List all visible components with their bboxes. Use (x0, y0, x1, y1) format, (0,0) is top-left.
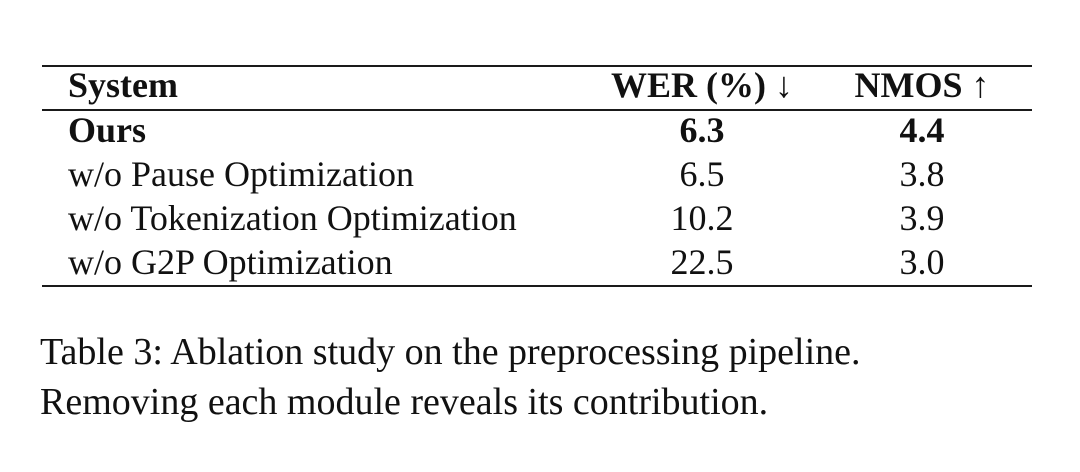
table-header-rule (42, 109, 1032, 111)
header-wer: WER (%) ↓ (611, 65, 793, 105)
header-nmos: NMOS ↑ (854, 65, 990, 105)
row-wer-value: 6.3 (679, 110, 725, 150)
table-row: w/o G2P Optimization 22.5 3.0 (42, 240, 1032, 284)
table-bottom-rule (42, 285, 1032, 287)
table-header-row: System WER (%) ↓ NMOS ↑ (42, 63, 1032, 107)
row-nmos-value: 3.0 (899, 242, 945, 282)
table-row: w/o Tokenization Optimization 10.2 3.9 (42, 196, 1032, 240)
row-wer-value: 22.5 (670, 242, 734, 282)
table-row-ours: Ours 6.3 4.4 (42, 108, 1032, 152)
row-nmos-value: 3.9 (899, 198, 945, 238)
row-system-label: w/o Pause Optimization (68, 154, 414, 194)
row-system-label: w/o Tokenization Optimization (68, 198, 517, 238)
table-top-rule (42, 65, 1032, 67)
row-nmos-value: 3.8 (899, 154, 945, 194)
header-system: System (68, 65, 178, 105)
row-system-label: w/o G2P Optimization (68, 242, 393, 282)
row-system-label: Ours (68, 110, 147, 150)
table-row: w/o Pause Optimization 6.5 3.8 (42, 152, 1032, 196)
row-wer-value: 10.2 (670, 198, 734, 238)
table-caption: Table 3: Ablation study on the preproces… (40, 327, 1060, 427)
caption-line-1: Table 3: Ablation study on the preproces… (40, 331, 861, 373)
row-wer-value: 6.5 (679, 154, 725, 194)
caption-line-2: Removing each module reveals its contrib… (40, 381, 769, 423)
row-nmos-value: 4.4 (899, 110, 945, 150)
